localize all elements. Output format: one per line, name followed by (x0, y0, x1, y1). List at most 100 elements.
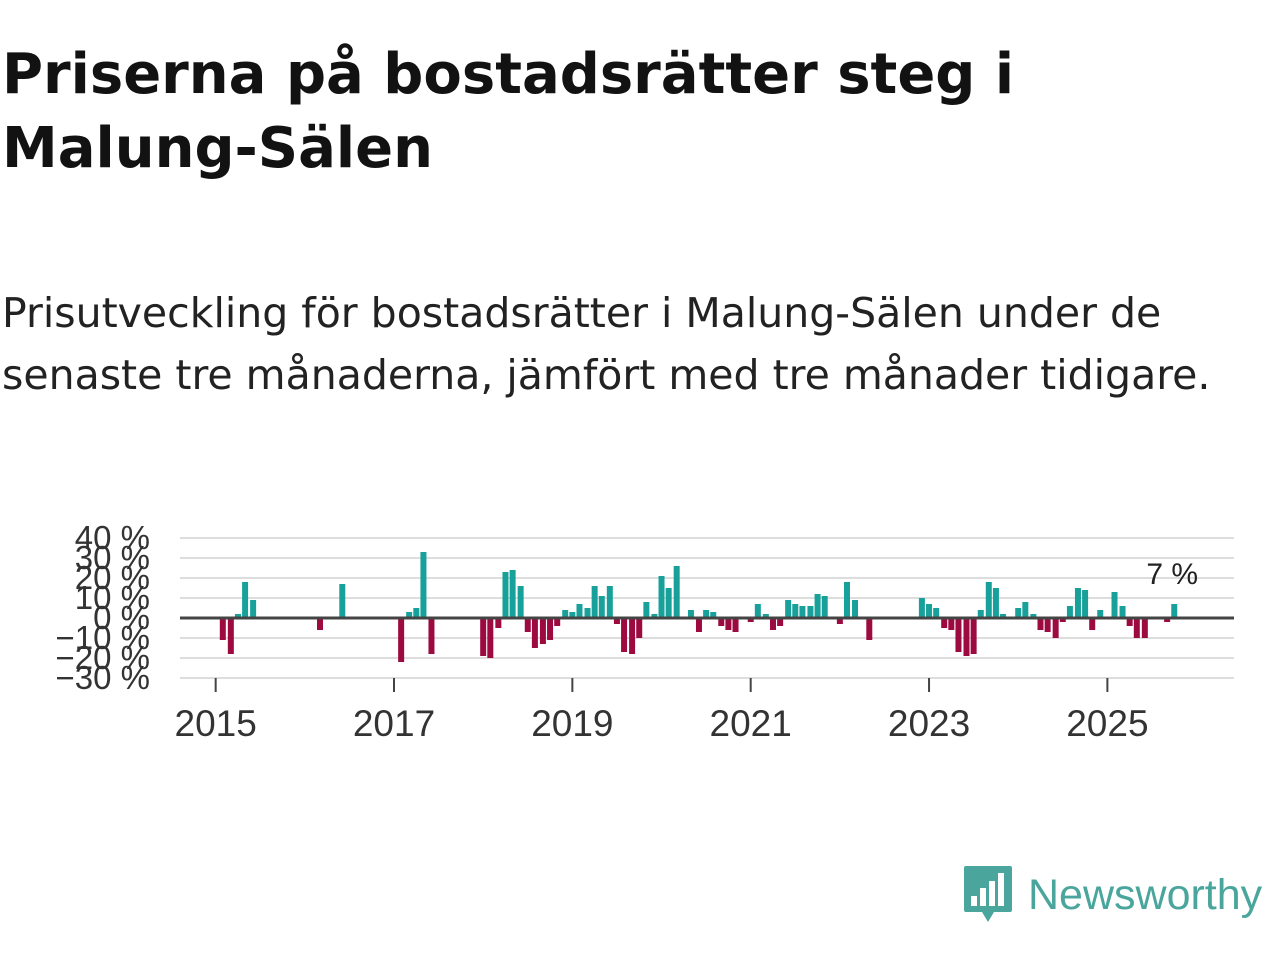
bar (1097, 610, 1104, 618)
bar (843, 582, 850, 618)
bar (777, 618, 784, 626)
bar (866, 618, 873, 640)
bar (807, 606, 814, 618)
bar (495, 618, 502, 628)
bar (554, 618, 561, 626)
bar (524, 618, 531, 632)
bar (673, 566, 680, 618)
bar (695, 618, 702, 632)
chart-subtitle: Prisutveckling för bostadsrätter i Malun… (2, 289, 1211, 399)
bar (643, 602, 650, 618)
bar (1022, 602, 1029, 618)
x-tick-label: 2023 (888, 703, 970, 744)
bar (785, 600, 792, 618)
bar (963, 618, 970, 656)
bar (926, 604, 933, 618)
newsworthy-logo-icon (964, 866, 1012, 922)
bar (629, 618, 636, 654)
bar (316, 618, 323, 630)
bar (1089, 618, 1096, 630)
gridlines (180, 537, 1234, 679)
bar (413, 608, 420, 618)
bar (1074, 588, 1081, 618)
bar (977, 610, 984, 618)
bar (576, 604, 583, 618)
bar (665, 588, 672, 618)
x-tick-label: 2017 (353, 703, 435, 744)
bar (227, 618, 234, 654)
bar (219, 618, 226, 640)
bar (1126, 618, 1133, 626)
bar (1044, 618, 1051, 632)
bar (613, 618, 620, 624)
bar (569, 612, 576, 618)
bar (250, 600, 257, 618)
chart-title: Priserna på bostadsrätter steg i Malung-… (2, 42, 1015, 181)
bar (606, 586, 613, 618)
bar (710, 612, 717, 618)
bar (234, 614, 241, 618)
bar (1015, 608, 1022, 618)
x-tick-label: 2019 (531, 703, 613, 744)
bar (339, 584, 346, 618)
x-tick-label: 2025 (1066, 703, 1148, 744)
bar (487, 618, 494, 658)
axes: −30 %−20 %−10 %0 %10 %20 %30 %40 % 2015 20… (56, 519, 1234, 744)
bar (955, 618, 962, 652)
bar (747, 618, 754, 622)
y-tick-label: 30 % (75, 539, 150, 576)
bar (547, 618, 554, 640)
y-tick-label: −20 % (56, 639, 151, 676)
bar (799, 606, 806, 618)
bar (591, 586, 598, 618)
bar (651, 614, 658, 618)
y-tick-label: 40 % (75, 519, 150, 556)
last-value-label: 7 % (1146, 558, 1198, 591)
bar (836, 618, 843, 624)
y-tick-label: −10 % (56, 619, 151, 656)
bar (406, 612, 413, 618)
bar (1030, 614, 1037, 618)
y-tick-label: 20 % (75, 559, 150, 596)
bar (1133, 618, 1140, 638)
bar (1037, 618, 1044, 630)
x-tick-label: 2021 (710, 703, 792, 744)
bar (821, 596, 828, 618)
bar (1111, 592, 1118, 618)
y-tick-label: −30 % (56, 659, 151, 696)
bar (598, 596, 605, 618)
bar (420, 552, 427, 618)
bar (502, 572, 509, 618)
bar (769, 618, 776, 630)
bar (242, 582, 249, 618)
x-tick-label: 2015 (175, 703, 257, 744)
bar (703, 610, 710, 618)
bar (687, 610, 694, 618)
bar (1119, 606, 1126, 618)
y-tick-label: 10 % (75, 579, 150, 616)
bar (1171, 604, 1178, 618)
bar (658, 576, 665, 618)
bar (1000, 614, 1007, 618)
bar (1066, 606, 1073, 618)
bar (562, 610, 569, 618)
bar-chart: −30 %−20 %−10 %0 %10 %20 %30 %40 % 2015 20… (56, 519, 1234, 744)
bar (1141, 618, 1148, 638)
bar (1059, 618, 1066, 622)
bar (814, 594, 821, 618)
bar (539, 618, 546, 644)
bar (933, 608, 940, 618)
bar (621, 618, 628, 652)
bar (732, 618, 739, 632)
bar (1052, 618, 1059, 638)
bar (1164, 618, 1171, 622)
bar (918, 598, 925, 618)
bar (517, 586, 524, 618)
bar (428, 618, 435, 654)
bar (584, 608, 591, 618)
bar (941, 618, 948, 628)
bar (762, 614, 769, 618)
bar (480, 618, 487, 656)
bars (219, 552, 1178, 662)
bar (754, 604, 761, 618)
